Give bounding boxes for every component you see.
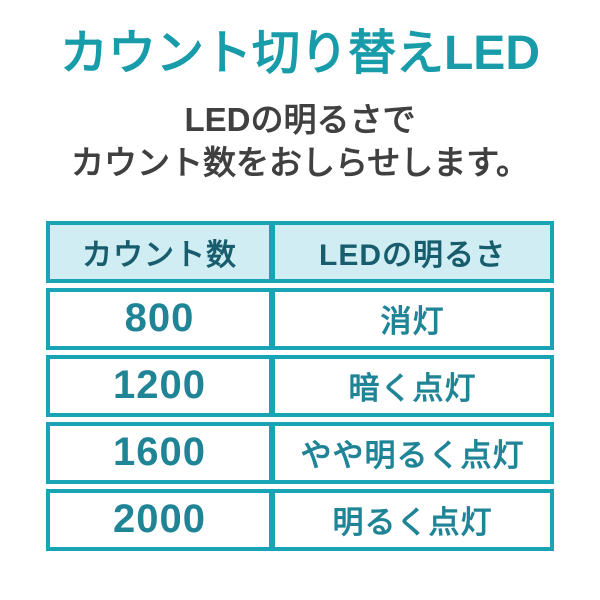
count-led-table: カウント数 LEDの明るさ 800 消灯 1200 暗く点灯 1600 やや明る… bbox=[46, 220, 554, 551]
count-value: 1600 bbox=[50, 425, 275, 480]
brightness-value: 消灯 bbox=[380, 304, 445, 340]
brightness-value: 明るく点灯 bbox=[332, 505, 493, 541]
page-title: カウント切り替えLED bbox=[59, 27, 540, 80]
count-value: 800 bbox=[50, 291, 275, 346]
column-header-brightness: LEDの明るさ bbox=[319, 238, 506, 272]
table-row: 1600 やや明るく点灯 bbox=[46, 421, 554, 484]
count-value: 1200 bbox=[50, 358, 275, 413]
brightness-value: 暗く点灯 bbox=[348, 371, 477, 407]
subtitle-line-2: カウント数をおしらせします。 bbox=[70, 144, 530, 182]
table-row: 800 消灯 bbox=[46, 287, 554, 350]
subtitle-line-1: LEDの明るさで bbox=[184, 101, 416, 139]
table-row: 1200 暗く点灯 bbox=[46, 354, 554, 417]
column-header-count: カウント数 bbox=[50, 224, 275, 279]
subtitle: LEDの明るさで カウント数をおしらせします。 bbox=[0, 99, 600, 185]
brightness-value: やや明るく点灯 bbox=[300, 438, 525, 474]
count-value: 2000 bbox=[50, 492, 275, 547]
table-header-row: カウント数 LEDの明るさ bbox=[46, 220, 554, 283]
table-row: 2000 明るく点灯 bbox=[46, 488, 554, 551]
